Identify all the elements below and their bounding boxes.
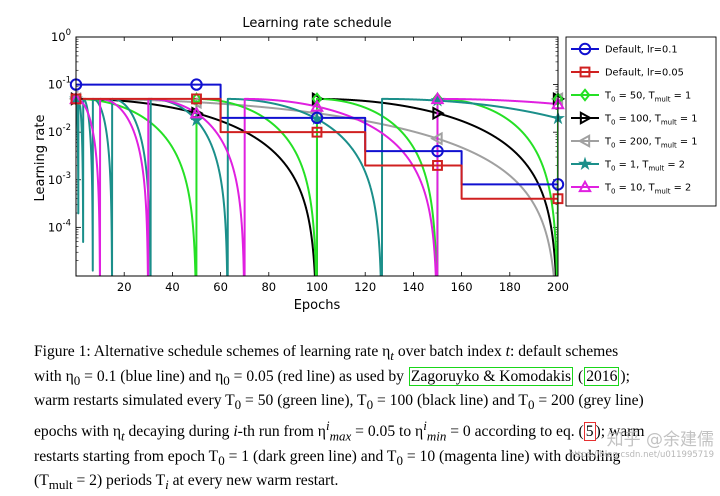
caption-line-4: epochs with ηt decaying during i-th run …: [34, 417, 645, 444]
legend-marker-3: [579, 88, 591, 102]
plot-area: 20 40 60 80 100 120 140 160 180 200 100 10-1 10-2 10-…: [48, 28, 569, 294]
legend-marker-4: [579, 111, 593, 125]
x-tick-label: 140: [402, 280, 424, 294]
x-tick-label: 100: [306, 280, 328, 294]
legend: Default, lr=0.1 Default, lr=0.05 T0 = 50, …: [565, 36, 717, 207]
caption-line-5: restarts starting from epoch T0 = 1 (dar…: [34, 447, 621, 468]
y-tick-label: 10-4: [48, 218, 71, 234]
x-tick-label: 180: [499, 280, 521, 294]
y-axis-label: Learning rate: [33, 115, 48, 202]
y-tick-label: 10-3: [48, 171, 71, 187]
y-tick-label: 10-1: [48, 76, 71, 92]
caption-line-3: warm restarts simulated every T0 = 50 (g…: [34, 392, 644, 413]
axis-ticks: 20 40 60 80 100 120 140 160 180 200 100 10-1 10-2 10-…: [48, 28, 569, 294]
figure-caption: Figure 1: Alternative schedule schemes o…: [34, 342, 706, 496]
chart-title: Learning rate schedule: [242, 16, 391, 31]
citation-link-year[interactable]: 2016: [584, 366, 620, 386]
data-point-series-2: [191, 93, 202, 105]
data-point-series-1: [431, 144, 444, 158]
legend-label-2: Default, lr=0.05: [605, 68, 684, 79]
series-markers: [68, 78, 566, 205]
legend-label-6: T0 = 1, Tmult = 2: [604, 160, 685, 173]
watermark-url: https://blog.csdn.net/u011995719: [569, 450, 714, 460]
legend-label-7: T0 = 10, Tmult = 2: [604, 183, 691, 196]
series-line-2: [76, 97, 558, 200]
x-tick-label: 200: [547, 280, 569, 294]
y-tick-label: 10-2: [48, 123, 71, 139]
legend-label-1: Default, lr=0.1: [605, 45, 678, 56]
legend-box: [565, 36, 717, 207]
legend-marker-2: [579, 66, 591, 78]
equation-link[interactable]: 5: [583, 422, 596, 442]
data-point-series-1: [310, 111, 324, 125]
data-point-series-7: [430, 91, 445, 105]
legend-marker-6: [578, 156, 592, 170]
watermark: 知乎 @余建儒 https://blog.csdn.net/u011995719: [569, 425, 714, 460]
x-tick-label: 80: [261, 280, 276, 294]
data-point-series-6: [310, 111, 324, 125]
learning-rate-figure: Learning rate schedule 20 40 60 80 100 120 140…: [33, 16, 717, 313]
legend-label-5: T0 = 200, Tmult = 1: [604, 137, 697, 150]
x-tick-label: 60: [213, 280, 228, 294]
data-point-series-2: [311, 126, 323, 138]
watermark-text: 知乎 @余建儒: [606, 430, 714, 450]
legend-marker-7: [578, 179, 592, 193]
citation-link-author[interactable]: Zagoruyko & Komodakis: [408, 366, 574, 386]
caption-line-6: (Tmult = 2) periods Ti at every new warm…: [34, 472, 339, 493]
legend-marker-1: [578, 42, 592, 56]
y-tick-label: 100: [51, 28, 71, 44]
data-point-series-7: [189, 105, 204, 119]
data-point-series-3: [311, 92, 323, 106]
x-tick-label: 160: [451, 280, 473, 294]
caption-line-1: Figure 1: Alternative schedule schemes o…: [34, 343, 619, 364]
data-point-series-6: [189, 112, 204, 127]
data-point-series-1: [190, 78, 203, 91]
legend-marker-5: [577, 134, 591, 148]
plot-frame: [75, 36, 559, 277]
data-point-series-7: [310, 99, 324, 112]
x-axis-label: Epochs: [294, 298, 341, 313]
data-point-series-4: [432, 106, 445, 121]
legend-label-3: T0 = 50, Tmult = 1: [604, 91, 691, 104]
x-tick-label: 20: [117, 280, 132, 294]
caption-line-2: with η0 = 0.1 (blue line) and η0 = 0.05 …: [34, 366, 630, 388]
data-point-series-2: [432, 160, 443, 171]
x-tick-label: 120: [354, 280, 376, 294]
x-tick-label: 40: [165, 280, 180, 294]
legend-label-4: T0 = 100, Tmult = 1: [604, 114, 697, 127]
data-point-series-5: [430, 131, 443, 146]
